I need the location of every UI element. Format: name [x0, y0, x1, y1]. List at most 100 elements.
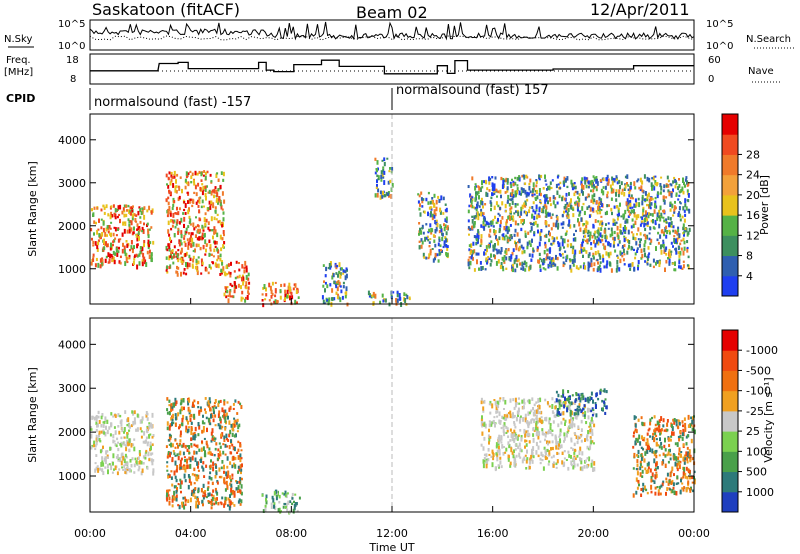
power-ylabel: Slant Range [km] [26, 161, 39, 257]
xtick-label: 16:00 [477, 527, 509, 540]
colorbar-swatch [722, 134, 738, 155]
scatter-region-6 [632, 414, 696, 498]
colorbar-tick-label: 16 [746, 209, 760, 222]
colorbar-tick-label: 100 [746, 445, 767, 458]
freq-tick-top: 18 [66, 55, 79, 66]
colorbar-tick-label: -25 [746, 405, 764, 418]
scatter-region-6 [367, 290, 411, 307]
velocity-ylabel: Slant Range [km] [26, 367, 39, 463]
nsky-tick-bottom: 10^0 [58, 41, 85, 52]
colorbar-swatch [722, 431, 738, 452]
xtick-label: 00:00 [678, 527, 710, 540]
scatter-region-1 [90, 204, 155, 270]
colorbar-swatch [722, 451, 738, 473]
xtick-label: 04:00 [175, 527, 207, 540]
colorbar-tick-label: -100 [746, 385, 771, 398]
colorbar-tick-label: 8 [746, 250, 753, 263]
colorbar-swatch [722, 410, 738, 432]
colorbar-tick-label: 28 [746, 148, 760, 161]
colorbar-swatch [722, 255, 738, 277]
velocity-panel: 1000 2000 3000 4000 Slant Range [km] [26, 317, 696, 515]
colorbar-swatch [722, 194, 738, 216]
colorbar-tick-label: 25 [746, 425, 760, 438]
cpid-program-left: normalsound (fast) -157 [94, 95, 251, 110]
power-ytick-label: 2000 [58, 220, 86, 233]
colorbar-swatch [722, 350, 738, 371]
colorbar-tick-label: -1000 [746, 344, 778, 357]
freq-unit-label: [MHz] [4, 67, 33, 78]
scatter-region-5 [321, 261, 349, 307]
colorbar-swatch [722, 471, 738, 493]
colorbar-swatch [722, 491, 738, 513]
power-ytick-label: 3000 [58, 177, 86, 190]
cpid-program-right: normalsound (fast) 157 [396, 83, 549, 98]
velocity-ytick-label: 3000 [58, 382, 86, 395]
colorbar-tick-label: 4 [746, 270, 753, 283]
scatter-region-3 [261, 489, 301, 515]
freq-tick-bottom: 8 [70, 74, 76, 85]
station-title: Saskatoon (fitACF) [92, 0, 240, 19]
noise-panel: N.Sky 10^5 10^0 N.Search 10^5 10^0 [4, 19, 796, 52]
power-ytick-label: 1000 [58, 263, 86, 276]
colorbar-tick-label: 24 [746, 169, 760, 182]
nsearch-label: N.Search [746, 34, 791, 45]
colorbar-tick-label: 12 [746, 229, 760, 242]
velocity-ytick-label: 4000 [58, 338, 86, 351]
frequency-panel: Freq. [MHz] 18 8 Nave 60 0 [4, 53, 782, 85]
velocity-heatmap [90, 388, 696, 515]
scatter-region-1 [90, 410, 155, 476]
nave-tick-bottom: 0 [708, 74, 714, 85]
colorbar-swatch [722, 390, 738, 412]
xtick-label: 20:00 [577, 527, 609, 540]
cpid-row: CPID normalsound (fast) -157 normalsound… [6, 83, 549, 110]
scatter-region-7 [374, 157, 394, 200]
xtick-label: 12:00 [376, 527, 408, 540]
colorbar-swatch [722, 154, 738, 176]
power-colorbar-label: Power [dB] [758, 175, 771, 235]
colorbar-tick-label: 500 [746, 466, 767, 479]
colorbar-tick-label: 1000 [746, 486, 774, 499]
velocity-ytick-label: 1000 [58, 470, 86, 483]
velocity-colorbar-label: Velocity [m s⁻¹] [762, 377, 775, 462]
noise-search-line [89, 35, 695, 41]
colorbar-swatch [722, 174, 738, 196]
velocity-colorbar: 1000 500 100 25 -25 -100 -500 -1000 Velocity [m… [721, 329, 778, 513]
colorbar-tick-label: -500 [746, 364, 771, 377]
scatter-region-2 [165, 397, 243, 511]
power-ytick-label: 4000 [58, 134, 86, 147]
nsearch-tick-bottom: 10^0 [706, 41, 733, 52]
nsky-tick-top: 10^5 [58, 19, 85, 30]
colorbar-swatch [722, 215, 738, 236]
scatter-region-9 [467, 174, 691, 273]
frequency-step-line [90, 59, 694, 75]
scatter-region-2 [165, 170, 226, 277]
scatter-region-5 [555, 388, 608, 418]
xtick-label: 00:00 [74, 527, 106, 540]
velocity-ytick-label: 2000 [58, 426, 86, 439]
time-xlabel: Time UT [368, 541, 414, 554]
colorbar-swatch [722, 275, 738, 297]
colorbar-swatch [722, 330, 738, 351]
power-colorbar: 4 8 12 16 20 24 28 Power [dB] [721, 113, 771, 297]
nsearch-tick-top: 10^5 [706, 19, 733, 30]
noise-sky-line [89, 21, 695, 41]
scatter-region-3 [223, 260, 251, 304]
nsky-label: N.Sky [4, 34, 32, 45]
power-y-axis: 1000 2000 3000 4000 [58, 134, 694, 276]
date-title: 12/Apr/2011 [590, 0, 690, 19]
scatter-region-4 [261, 281, 300, 308]
colorbar-swatch [722, 370, 738, 392]
colorbar-swatch [722, 235, 738, 257]
nave-tick-top: 60 [708, 55, 721, 66]
power-heatmap [90, 157, 691, 308]
freq-label: Freq. [6, 55, 31, 66]
time-x-axis: 00:00 04:00 08:00 12:00 16:00 20:00 00:00 [74, 298, 710, 540]
colorbar-swatch [722, 114, 738, 135]
scatter-region-8 [417, 191, 449, 263]
nave-label: Nave [748, 66, 774, 77]
xtick-label: 08:00 [275, 527, 307, 540]
cpid-label: CPID [6, 92, 35, 105]
colorbar-tick-label: 20 [746, 189, 760, 202]
beam-title: Beam 02 [356, 3, 428, 22]
